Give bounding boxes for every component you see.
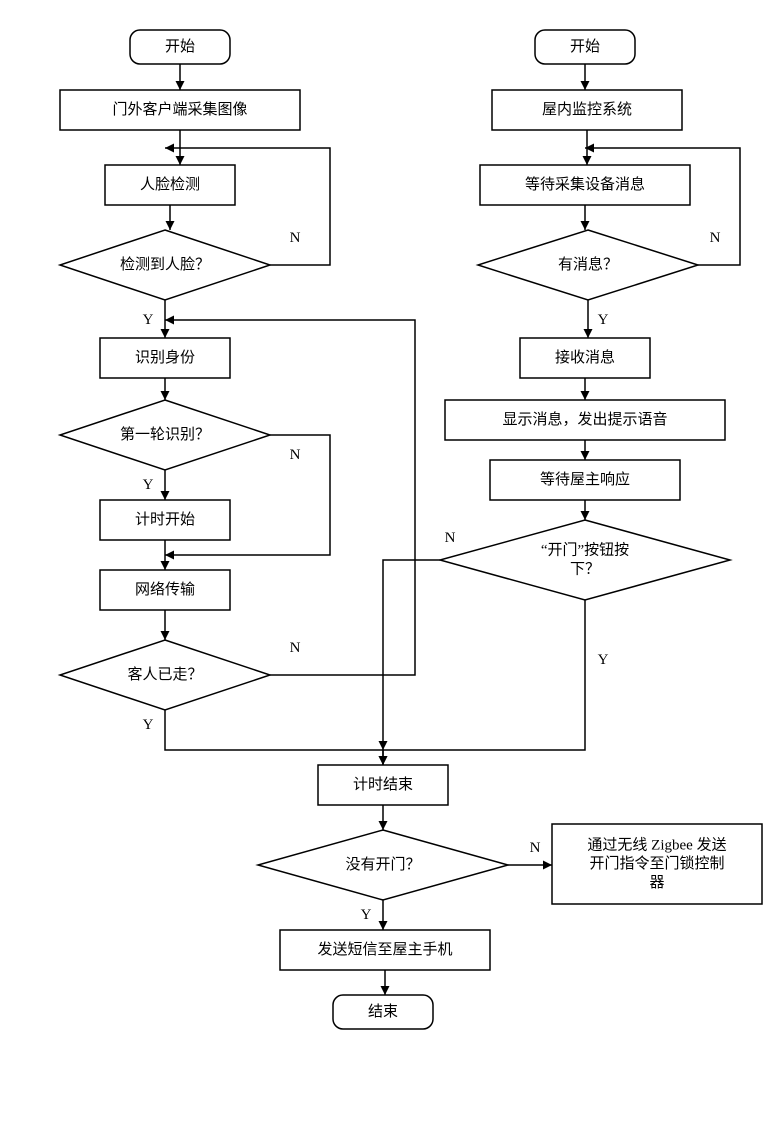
svg-text:发送短信至屋主手机: 发送短信至屋主手机	[317, 941, 452, 958]
svg-text:结束: 结束	[368, 1003, 398, 1020]
svg-text:接收消息: 接收消息	[555, 349, 615, 366]
svg-text:等待屋主响应: 等待屋主响应	[540, 470, 630, 488]
svg-text:N: N	[445, 530, 456, 546]
svg-text:第一轮识别？: 第一轮识别？	[120, 425, 210, 443]
svg-text:屋内监控系统: 屋内监控系统	[542, 101, 632, 118]
svg-text:N: N	[290, 447, 301, 463]
svg-text:没有开门？: 没有开门？	[345, 856, 420, 873]
svg-text:等待采集设备消息: 等待采集设备消息	[525, 175, 645, 193]
svg-text:显示消息，发出提示语音: 显示消息，发出提示语音	[502, 411, 667, 428]
svg-text:N: N	[530, 840, 541, 856]
svg-text:“开门”按钮按: “开门”按钮按	[541, 542, 629, 559]
svg-text:开门指令至门锁控制: 开门指令至门锁控制	[589, 855, 724, 872]
svg-text:计时开始: 计时开始	[135, 511, 195, 528]
svg-text:Y: Y	[143, 717, 154, 733]
node-R_openQ	[440, 520, 730, 600]
svg-text:N: N	[710, 230, 721, 246]
svg-text:识别身份: 识别身份	[135, 349, 195, 366]
svg-text:通过无线 Zigbee 发送: 通过无线 Zigbee 发送	[587, 836, 726, 853]
svg-text:开始: 开始	[165, 38, 195, 55]
flowchart-canvas: N Y Y N N Y N Y N Y N Y 开始门外客户端采集图像人脸检测检测到人脸？ 识别身份第一轮…	[0, 0, 769, 1122]
svg-text:Y: Y	[361, 907, 372, 923]
svg-text:下？: 下？	[570, 561, 600, 577]
svg-text:开始: 开始	[570, 38, 600, 55]
svg-text:有消息？: 有消息？	[558, 256, 618, 273]
svg-text:器: 器	[649, 875, 664, 891]
svg-text:N: N	[290, 230, 301, 246]
svg-text:门外客户端采集图像: 门外客户端采集图像	[112, 101, 247, 118]
svg-text:Y: Y	[598, 652, 609, 668]
svg-text:计时结束: 计时结束	[353, 776, 413, 793]
svg-text:Y: Y	[143, 477, 154, 493]
svg-text:Y: Y	[598, 312, 609, 328]
svg-text:人脸检测: 人脸检测	[140, 176, 200, 193]
svg-text:检测到人脸？: 检测到人脸？	[120, 256, 210, 273]
svg-text:客人已走？: 客人已走？	[127, 666, 202, 683]
svg-text:Y: Y	[143, 312, 154, 328]
svg-text:网络传输: 网络传输	[135, 581, 195, 598]
svg-text:N: N	[290, 640, 301, 656]
